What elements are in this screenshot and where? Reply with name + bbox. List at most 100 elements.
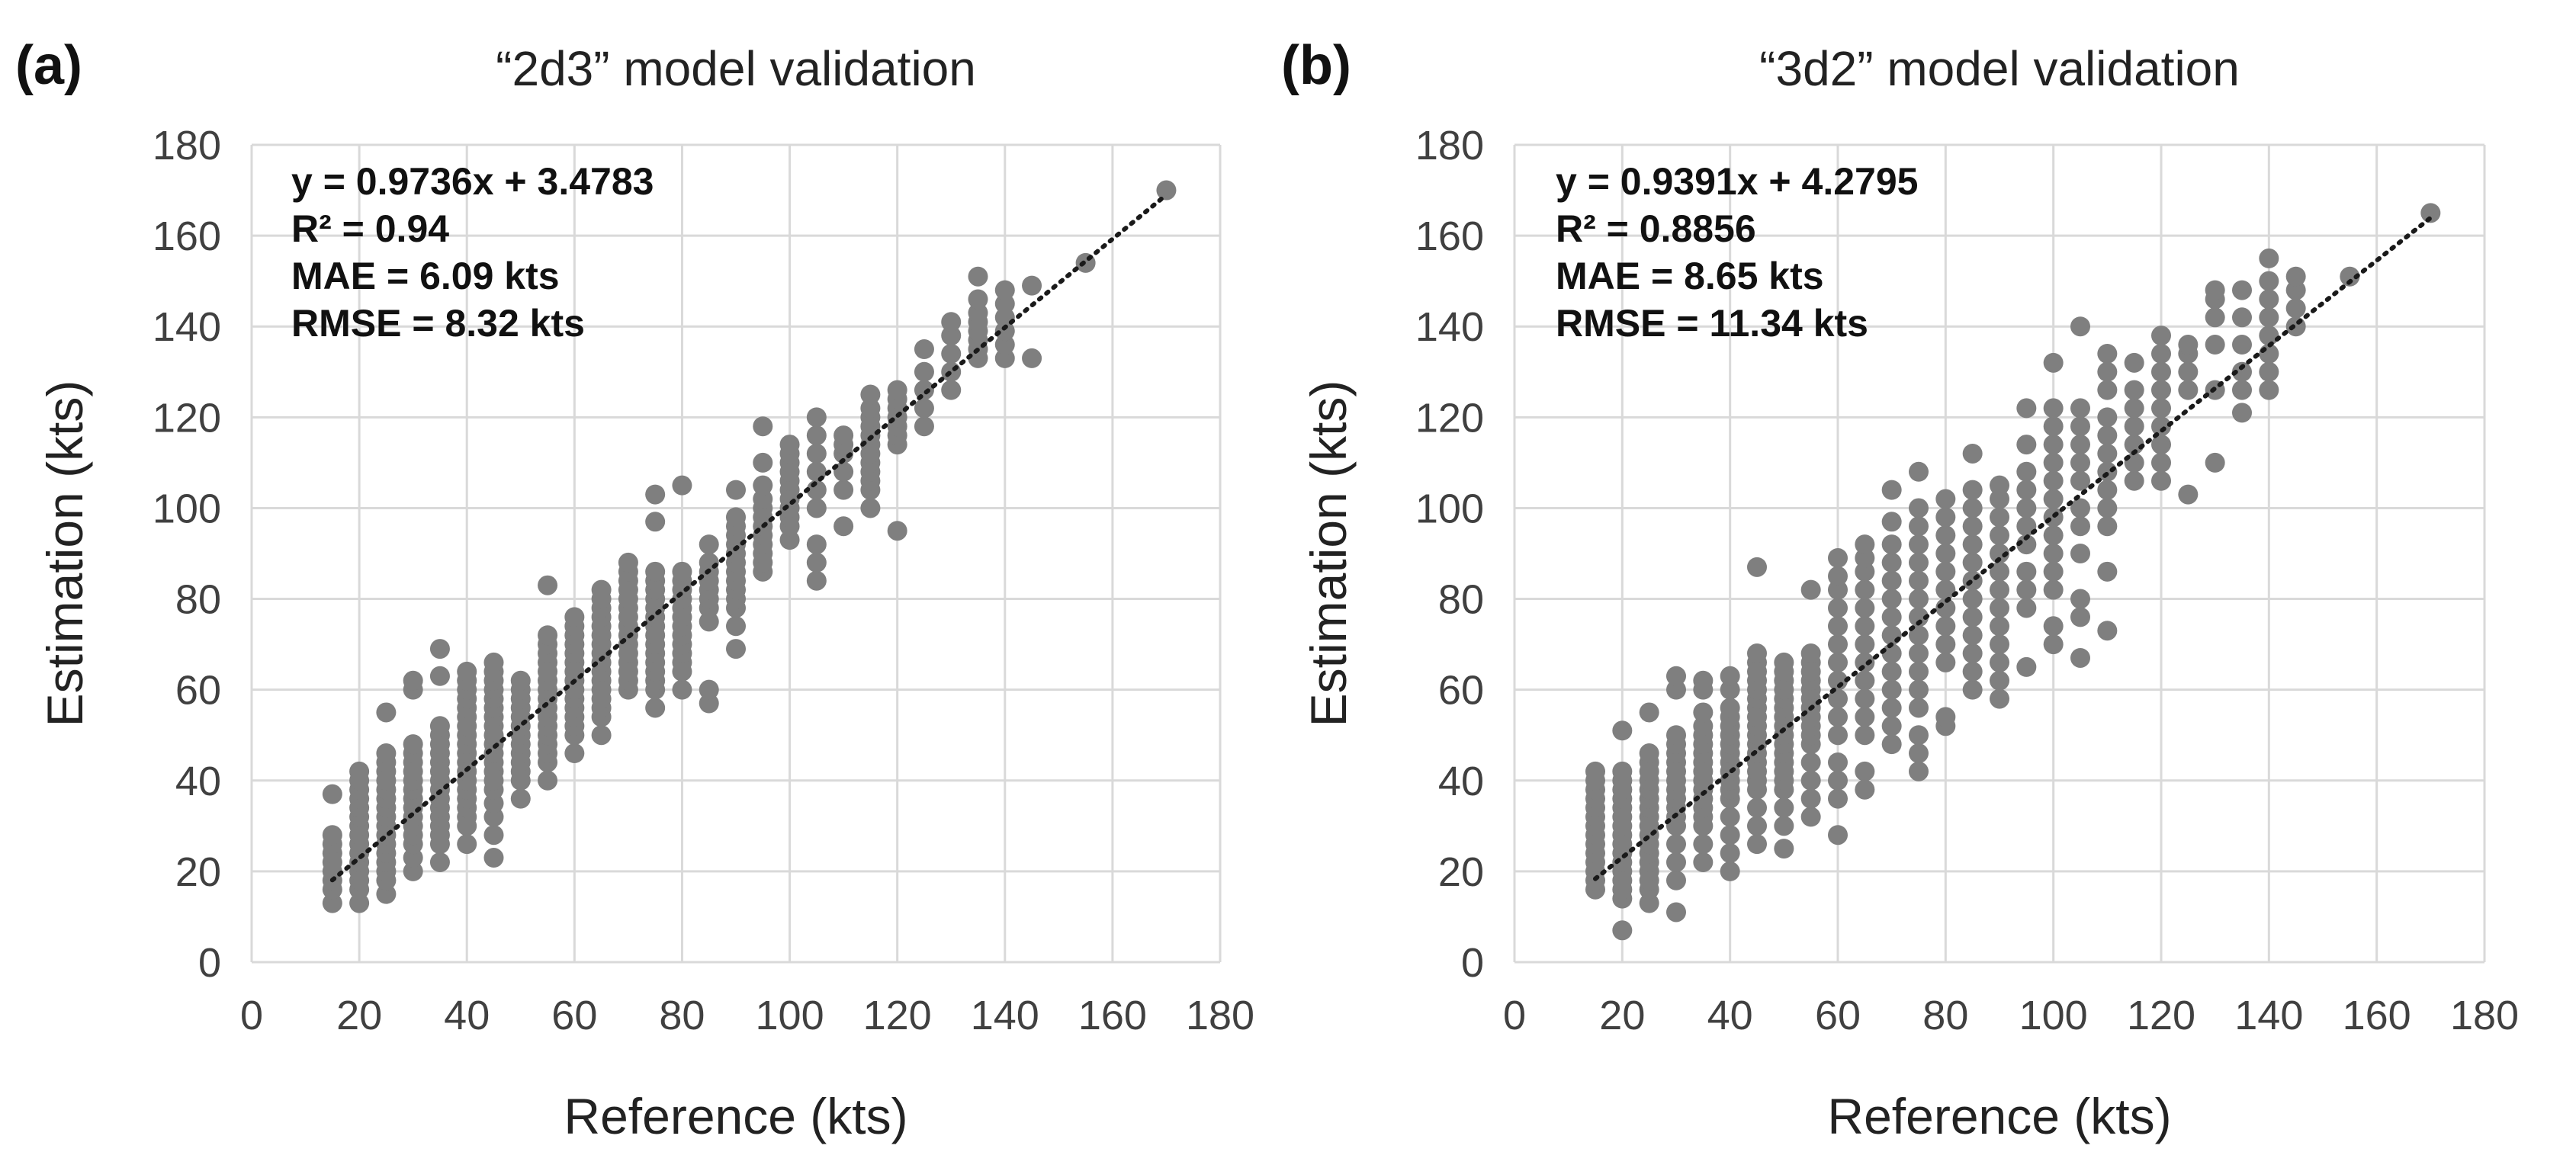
data-point [1828, 725, 1848, 746]
data-point [564, 743, 585, 764]
data-point [2070, 452, 2090, 473]
data-point [2016, 498, 2037, 518]
data-point [1666, 725, 1686, 746]
data-point [860, 398, 881, 419]
x-tick-label: 60 [1815, 993, 1861, 1038]
y-tick-label: 160 [1415, 213, 1484, 259]
data-point [483, 807, 504, 827]
data-point [1156, 180, 1177, 201]
data-point [2016, 398, 2037, 419]
data-point [699, 679, 719, 700]
stat-annotation: RMSE = 11.34 kts [1556, 302, 1868, 345]
data-point [1962, 679, 1983, 700]
data-point [322, 825, 342, 846]
data-point [1720, 679, 1740, 700]
data-point [2205, 335, 2225, 355]
x-tick-label: 180 [2450, 993, 2519, 1038]
data-point [806, 425, 827, 446]
data-point [2259, 289, 2279, 310]
data-point [1855, 707, 1875, 727]
data-point [1881, 625, 1902, 646]
data-point [1720, 843, 1740, 864]
data-point [2178, 361, 2199, 382]
data-point [2151, 343, 2171, 364]
data-point [2070, 416, 2090, 437]
chart-panel-a: 0 20 40 60 80 100 120 140 160 180 0 20 40 60 80 100 120 1… [15, 35, 1254, 1144]
chart-panel-b: 0 20 40 60 80 100 120 140 160 180 0 20 40 60 80 100 120 1… [1281, 35, 2519, 1144]
data-point [1935, 707, 1956, 727]
data-point [618, 552, 638, 573]
data-point [1990, 525, 2009, 546]
data-point [1990, 616, 2009, 637]
panel-label: (a) [15, 35, 82, 96]
data-point [1881, 734, 1902, 755]
data-point [538, 625, 558, 646]
data-point [1990, 507, 2009, 528]
data-point [2285, 316, 2306, 337]
data-point [968, 303, 988, 323]
data-point [403, 734, 423, 755]
data-point [1747, 557, 1767, 577]
data-point [779, 435, 800, 455]
y-tick-label: 20 [175, 849, 221, 895]
data-point [1693, 834, 1714, 855]
y-tick-label: 80 [1438, 577, 1484, 623]
data-point [1774, 797, 1794, 818]
data-point [1881, 607, 1902, 627]
data-point [457, 834, 477, 855]
data-point [887, 521, 907, 541]
data-point [429, 716, 450, 736]
data-point [1828, 707, 1848, 727]
stat-annotation: MAE = 8.65 kts [1556, 255, 1824, 297]
data-point [1774, 839, 1794, 859]
data-point [376, 884, 397, 904]
data-point [1881, 643, 1902, 664]
data-point [2043, 579, 2064, 600]
data-point [1935, 652, 1956, 672]
data-point [1800, 579, 1821, 600]
data-point [403, 861, 423, 881]
y-tick-label: 40 [1438, 759, 1484, 804]
data-point [1909, 461, 1929, 482]
data-point [1639, 893, 1659, 913]
data-point [1747, 834, 1767, 855]
y-tick-label: 80 [175, 577, 221, 623]
data-point [2070, 647, 2090, 668]
data-point [994, 348, 1015, 368]
data-point [2259, 271, 2279, 291]
x-axis-label: Reference (kts) [564, 1088, 907, 1144]
x-tick-label: 20 [336, 993, 382, 1038]
data-point [753, 452, 773, 473]
data-point [1935, 489, 1956, 509]
data-point [1855, 634, 1875, 655]
data-point [403, 670, 423, 691]
data-point [1693, 702, 1714, 723]
data-point [1909, 498, 1929, 518]
x-tick-label: 0 [1503, 993, 1526, 1038]
data-point [1990, 489, 2009, 509]
data-point [1693, 670, 1714, 691]
data-point [806, 534, 827, 555]
data-point [753, 416, 773, 437]
x-axis-label: Reference (kts) [1827, 1088, 2171, 1144]
data-point [2178, 380, 2199, 400]
data-point [1935, 579, 1956, 600]
data-point [1800, 643, 1821, 664]
data-point [806, 570, 827, 591]
data-point [2232, 380, 2252, 400]
data-point [2070, 544, 2090, 563]
data-point [1639, 743, 1659, 764]
data-point [1585, 761, 1605, 781]
x-tick-label: 60 [551, 993, 597, 1038]
data-point [2097, 361, 2118, 382]
data-point [538, 575, 558, 595]
data-point [2259, 326, 2279, 346]
data-point [1909, 743, 1929, 764]
data-point [1935, 561, 1956, 582]
chart-title: “2d3” model validation [496, 41, 976, 96]
data-point [2016, 435, 2037, 455]
data-point [699, 611, 719, 632]
data-point [2097, 461, 2118, 482]
data-point [591, 579, 612, 600]
data-point [1935, 525, 1956, 546]
